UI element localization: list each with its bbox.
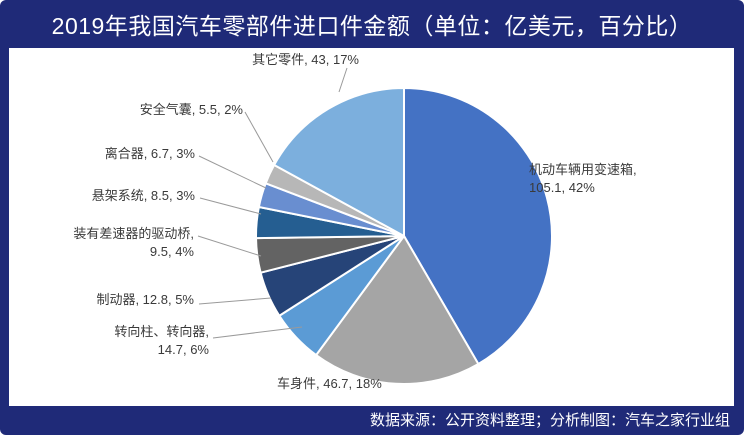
leader-line-5: [197, 235, 262, 257]
chart-title: 2019年我国汽车零部件进口件金额（单位：亿美元，百分比）: [51, 13, 693, 39]
leader-line-3: [212, 326, 303, 339]
leader-line-8: [244, 111, 274, 163]
slice-label-4: 制动器, 12.8, 5%: [96, 292, 194, 307]
pie-slice-9: [272, 86, 405, 238]
slice-label-5-line-1: 装有差速器的驱动桥,: [73, 226, 194, 241]
leader-line-4: [198, 297, 272, 305]
slice-label-9: 其它零件, 43, 17%: [252, 52, 359, 67]
slice-label-6: 悬架系统, 8.5, 3%: [92, 188, 196, 203]
slice-label-2: 车身件, 46.7, 18%: [277, 376, 382, 391]
slice-label-8: 安全气囊, 5.5, 2%: [140, 102, 244, 117]
leader-line-6: [199, 197, 262, 215]
slice-label-1-line-2: 105.1, 42%: [529, 180, 595, 195]
slice-label-7: 离合器, 6.7, 3%: [105, 146, 196, 161]
leader-line-9: [338, 67, 348, 93]
data-source-note: 数据来源：公开资料整理；分析制图：汽车之家行业组: [369, 412, 730, 429]
slice-label-1-line-1: 机动车辆用变速箱,: [529, 162, 637, 177]
leader-line-7: [198, 155, 267, 189]
pie-chart: 机动车辆用变速箱, 105.1, 42% 车身件, 46.7, 18% 转向柱、转向器…: [73, 52, 637, 391]
slice-label-3-line-1: 转向柱、转向器,: [114, 324, 209, 339]
slice-label-3-line-2: 14.7, 6%: [158, 342, 210, 357]
pie-slice-2: [314, 234, 480, 385]
chart-panel: 机动车辆用变速箱, 105.1, 42% 车身件, 46.7, 18% 转向柱、转向器…: [9, 48, 734, 406]
slice-label-5-line-2: 9.5, 4%: [150, 244, 195, 259]
pie-slice-1: [403, 86, 553, 366]
